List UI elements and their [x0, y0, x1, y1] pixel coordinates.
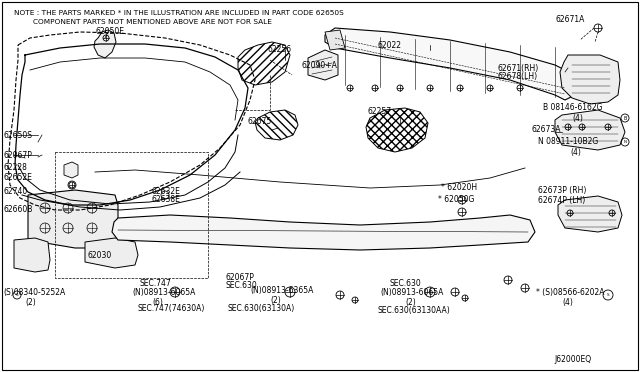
Text: 62673A: 62673A [531, 125, 561, 135]
Text: * 62020H: * 62020H [441, 183, 477, 192]
Text: 62740: 62740 [3, 187, 28, 196]
Text: 62257: 62257 [368, 108, 392, 116]
Text: N 08911-10B2G: N 08911-10B2G [538, 138, 598, 147]
Text: 62678(LH): 62678(LH) [498, 71, 538, 80]
Text: 62256: 62256 [268, 45, 292, 55]
Text: (4): (4) [562, 298, 573, 307]
Text: 62050E: 62050E [96, 26, 125, 35]
Text: 62675: 62675 [248, 118, 272, 126]
Text: 62067P: 62067P [3, 151, 32, 160]
Text: (6): (6) [152, 298, 163, 307]
Text: 62632E: 62632E [152, 187, 181, 196]
Polygon shape [85, 238, 138, 268]
Text: (2): (2) [270, 295, 281, 305]
Text: 62228: 62228 [3, 164, 27, 173]
Text: S: S [607, 293, 609, 297]
Polygon shape [560, 55, 620, 104]
Text: 62660B: 62660B [3, 205, 33, 215]
Text: (4): (4) [572, 113, 583, 122]
Text: 62638E: 62638E [152, 196, 181, 205]
Polygon shape [64, 162, 78, 178]
Text: SEC.630(63130AA): SEC.630(63130AA) [378, 305, 451, 314]
Text: (N)08913-6065A: (N)08913-6065A [380, 289, 444, 298]
Text: 62022: 62022 [378, 42, 402, 51]
Text: 62067P: 62067P [225, 273, 254, 282]
Text: SEC.747(74630A): SEC.747(74630A) [138, 304, 205, 312]
Text: * 62050G: * 62050G [438, 196, 474, 205]
Text: SEC.630: SEC.630 [225, 282, 257, 291]
Text: NOTE : THE PARTS MARKED * IN THE ILLUSTRATION ARE INCLUDED IN PART CODE 62650S: NOTE : THE PARTS MARKED * IN THE ILLUSTR… [14, 10, 344, 16]
Text: N: N [623, 140, 627, 144]
Text: SEC.747: SEC.747 [140, 279, 172, 288]
Text: SEC.630: SEC.630 [390, 279, 422, 288]
Polygon shape [325, 28, 580, 100]
Text: * (S)08566-6202A: * (S)08566-6202A [536, 288, 605, 296]
Polygon shape [308, 50, 338, 80]
Text: 62030: 62030 [88, 250, 112, 260]
Polygon shape [555, 110, 625, 150]
Text: (S)08340-5252A: (S)08340-5252A [3, 288, 65, 296]
Text: B 08146-6162G: B 08146-6162G [543, 103, 602, 112]
Text: 62652E: 62652E [3, 173, 32, 183]
Polygon shape [112, 215, 535, 250]
Text: 62090+A: 62090+A [302, 61, 338, 70]
Polygon shape [94, 30, 116, 58]
Text: (2): (2) [405, 298, 416, 308]
Text: (2): (2) [25, 298, 36, 307]
Polygon shape [14, 238, 50, 272]
Text: 62671(RH): 62671(RH) [497, 64, 538, 73]
Text: 62673P (RH): 62673P (RH) [538, 186, 586, 195]
Text: SEC.630(63130A): SEC.630(63130A) [228, 304, 295, 312]
Text: S: S [16, 293, 19, 297]
Text: B: B [623, 115, 627, 121]
Text: 62674P (LH): 62674P (LH) [538, 196, 585, 205]
Text: (4): (4) [570, 148, 581, 157]
Polygon shape [558, 196, 622, 232]
Text: 62650S: 62650S [3, 131, 32, 140]
Text: 62671A: 62671A [555, 16, 584, 25]
Text: COMPONENT PARTS NOT MENTIONED ABOVE ARE NOT FOR SALE: COMPONENT PARTS NOT MENTIONED ABOVE ARE … [14, 19, 272, 25]
Polygon shape [325, 30, 345, 50]
Polygon shape [28, 190, 118, 248]
Text: J62000EQ: J62000EQ [554, 356, 591, 365]
Text: (N)08913-6065A: (N)08913-6065A [132, 289, 195, 298]
Text: (N)08913-6365A: (N)08913-6365A [250, 285, 314, 295]
